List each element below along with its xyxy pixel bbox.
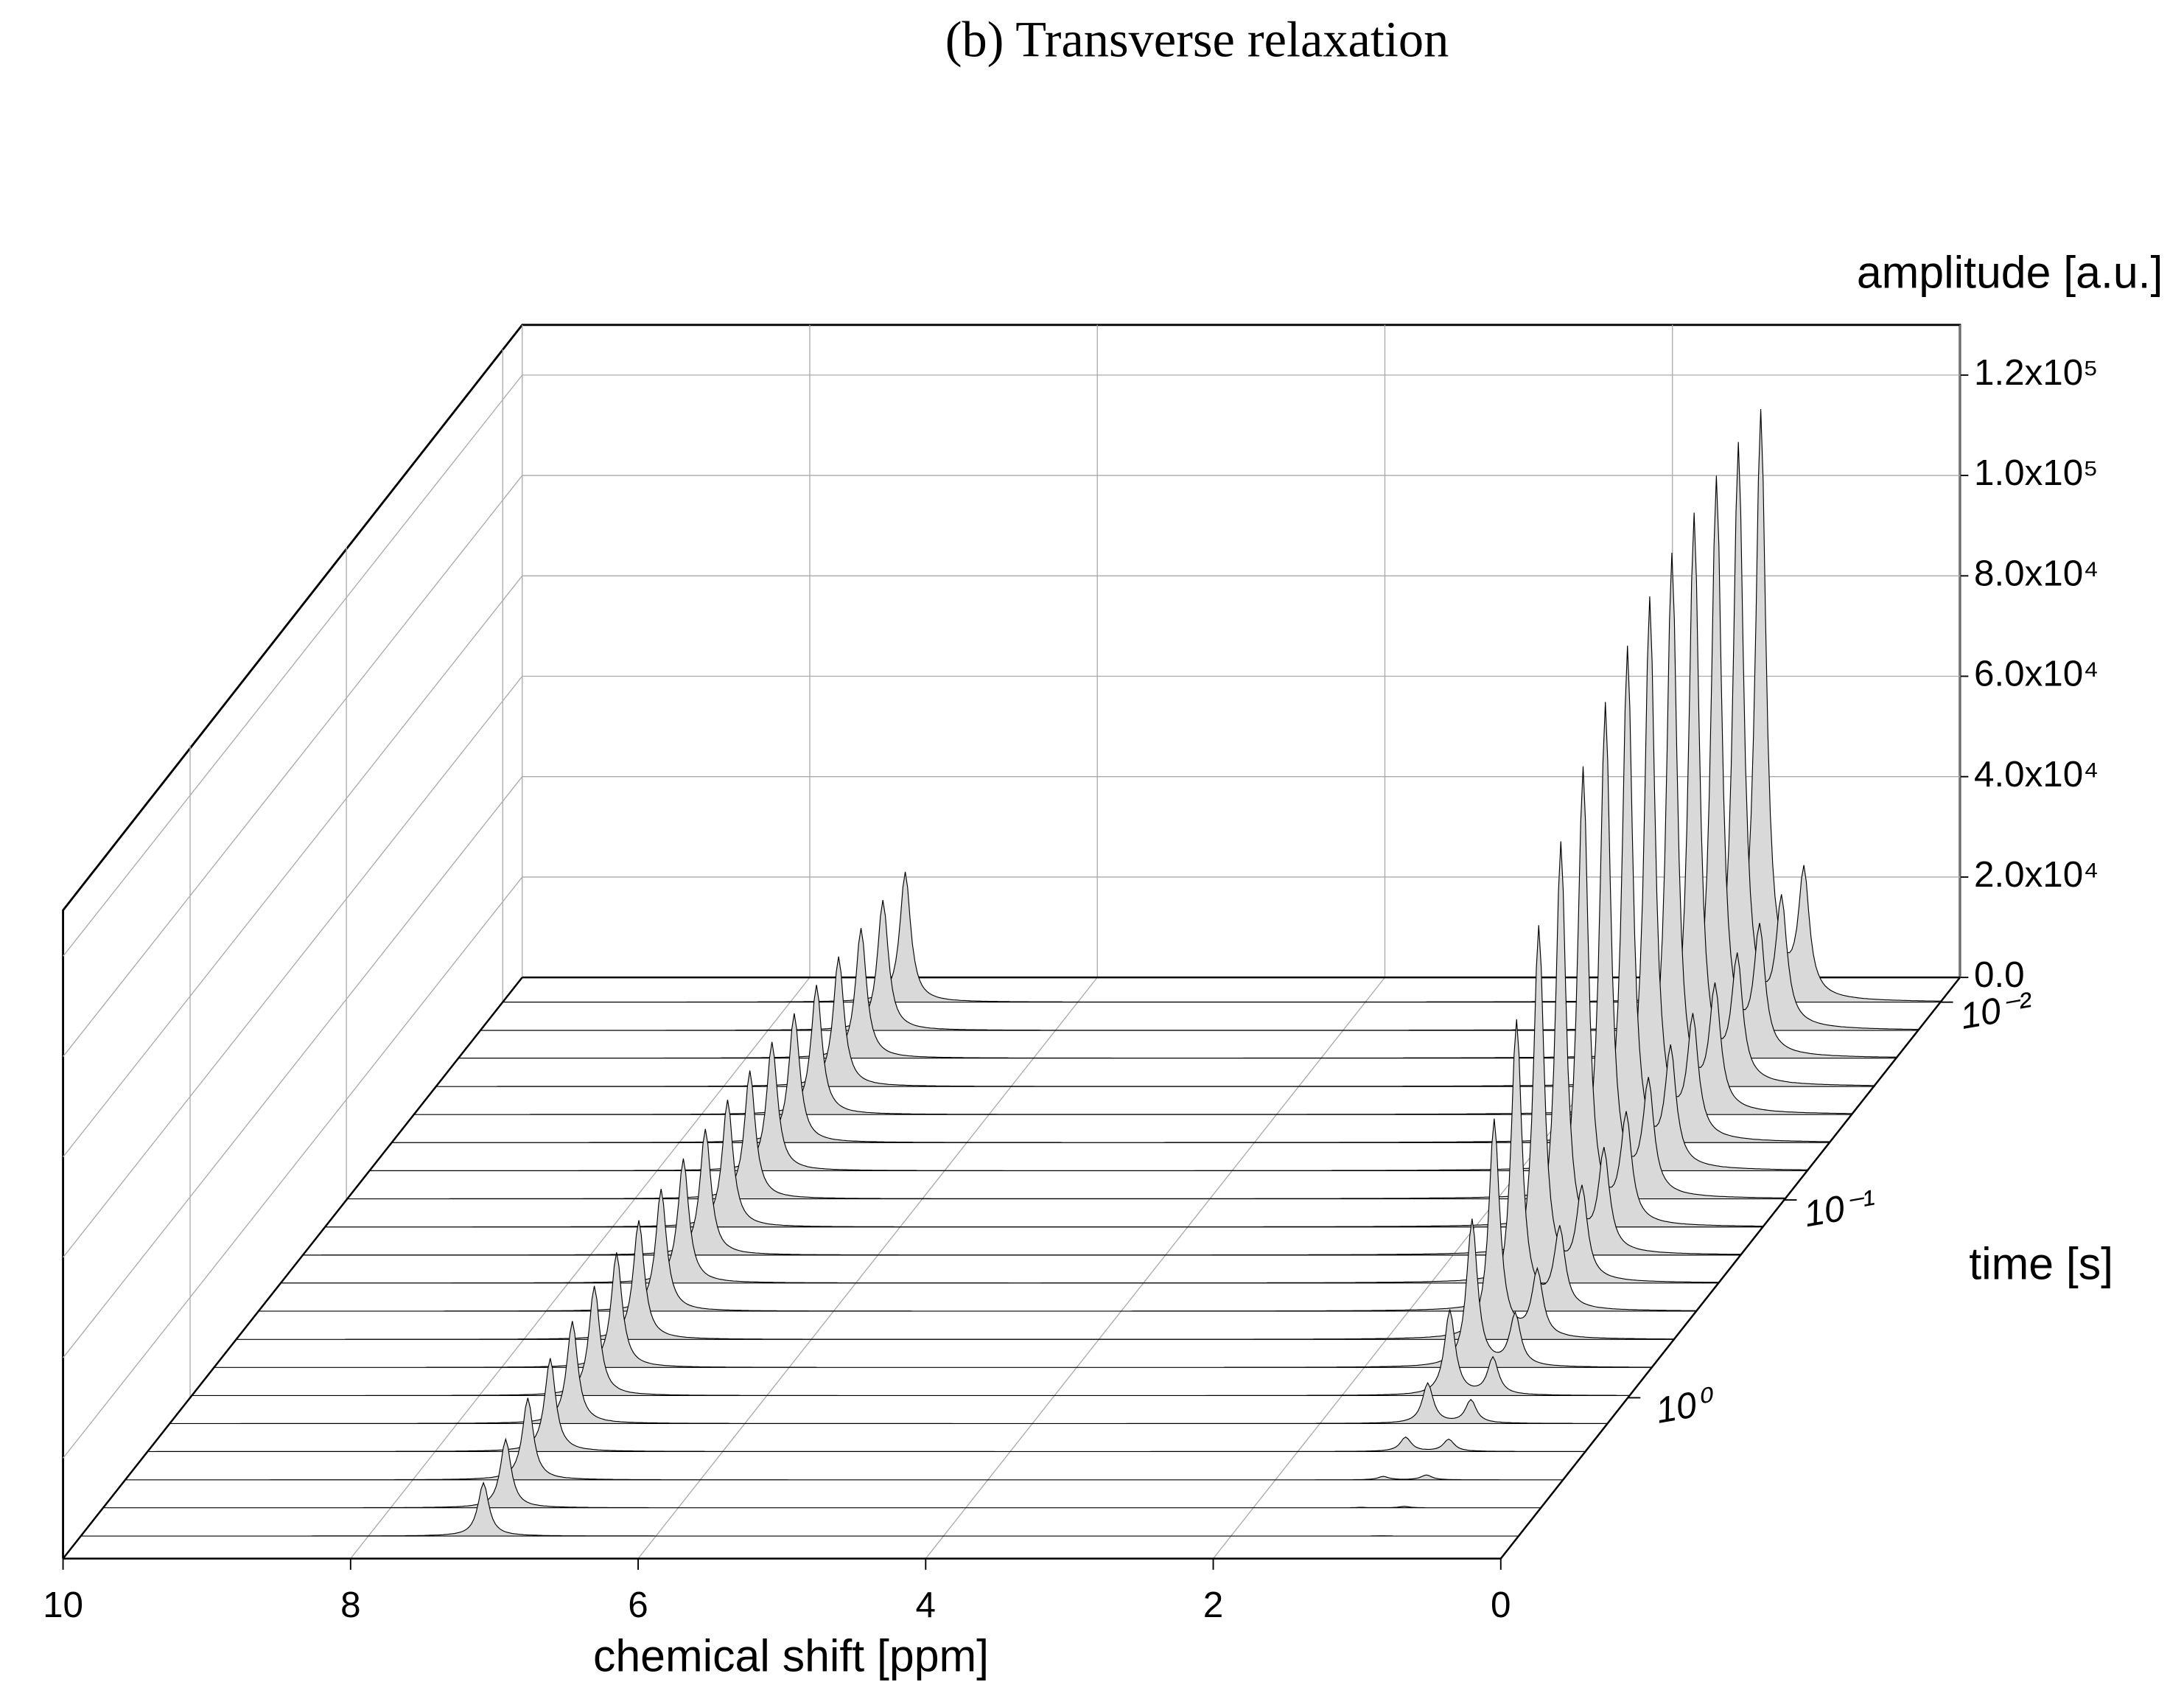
- z-tick-label: 2.0x10⁴: [1974, 854, 2099, 895]
- grid-line: [637, 977, 1098, 1560]
- z-tick-label: 1.0x10⁵: [1974, 453, 2099, 493]
- z-tick-label: 6.0x10⁴: [1974, 654, 2099, 694]
- spectrum: [280, 925, 1719, 1284]
- z-tick-label: 1.2x10⁵: [1974, 352, 2099, 393]
- y-axis-label: time [s]: [1969, 1238, 2113, 1288]
- grid-line: [63, 575, 523, 1158]
- x-tick-label: 2: [1203, 1585, 1223, 1625]
- z-tick-label: 4.0x10⁴: [1974, 754, 2099, 795]
- spectrum: [147, 1358, 1586, 1453]
- grid-line: [63, 876, 523, 1459]
- x-tick-label: 6: [628, 1585, 648, 1625]
- spectrum: [257, 1019, 1697, 1312]
- spectrum: [213, 1218, 1653, 1368]
- spectrum: [125, 1397, 1564, 1481]
- axis-line: [1499, 977, 1961, 1560]
- grid-line: [63, 776, 523, 1358]
- x-axis-label: chemical shift [ppm]: [593, 1630, 989, 1680]
- grid-line: [925, 977, 1385, 1560]
- spectrum: [236, 1118, 1675, 1340]
- spectrum: [169, 1321, 1609, 1425]
- grid-line: [63, 676, 523, 1258]
- spectrum: [102, 1437, 1542, 1509]
- spectrum: [80, 1481, 1519, 1537]
- x-tick-label: 4: [916, 1585, 936, 1625]
- z-axis-label: amplitude [a.u.]: [1857, 247, 2163, 297]
- chart-title: (b) Transverse relaxation: [945, 11, 1449, 67]
- x-tick-label: 8: [340, 1585, 360, 1625]
- z-tick-label: 0.0: [1974, 954, 2025, 995]
- x-tick-label: 10: [43, 1585, 83, 1625]
- spectrum: [191, 1285, 1631, 1397]
- grid-line: [63, 475, 523, 1057]
- grid-line: [63, 374, 523, 957]
- axis-line: [62, 977, 523, 1560]
- z-tick-label: 8.0x10⁴: [1974, 553, 2099, 593]
- grid-line: [350, 977, 811, 1560]
- x-tick-label: 0: [1491, 1585, 1511, 1625]
